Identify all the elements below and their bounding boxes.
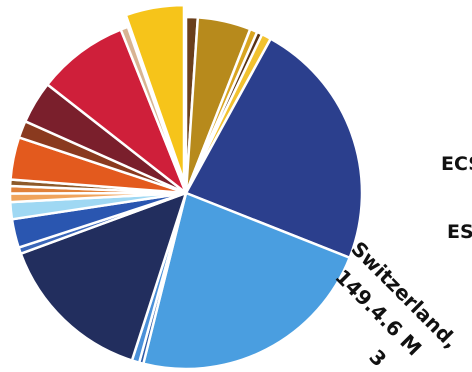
pie-slice-7 [142, 191, 351, 371]
pie-slice-6 [184, 37, 364, 259]
side-label-ecs: ECS [441, 153, 472, 175]
pie-slice-22 [124, 3, 186, 183]
side-label-es: ES [447, 221, 472, 243]
pie-slice-10 [19, 191, 188, 362]
pie-slice-20 [46, 28, 188, 195]
pie-slice-21 [119, 25, 188, 195]
slice-label-extra: 3 [364, 345, 391, 372]
pie-slices [8, 3, 364, 371]
